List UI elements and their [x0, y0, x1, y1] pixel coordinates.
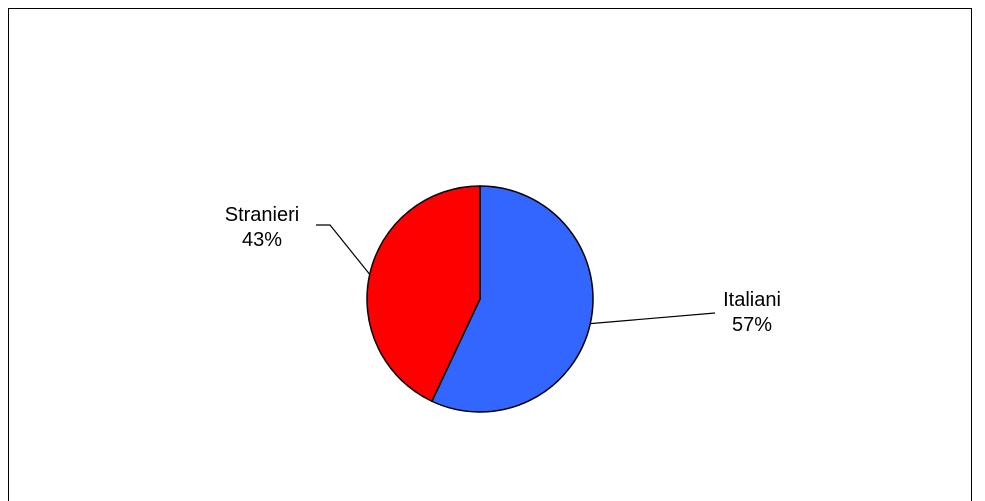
pie-slices [366, 185, 594, 413]
slice-labels: Italiani 57% Stranieri 43% [225, 204, 781, 336]
leader-line-stranieri [316, 224, 371, 275]
slice-label-category: Italiani [723, 289, 781, 311]
leader-lines [316, 224, 716, 325]
slice-label-percent: 57% [732, 314, 772, 336]
pie-slice-stranieri [366, 185, 481, 403]
slice-label-percent: 43% [242, 229, 282, 251]
slice-label-category: Stranieri [225, 204, 299, 226]
leader-line-italiani [590, 312, 716, 325]
